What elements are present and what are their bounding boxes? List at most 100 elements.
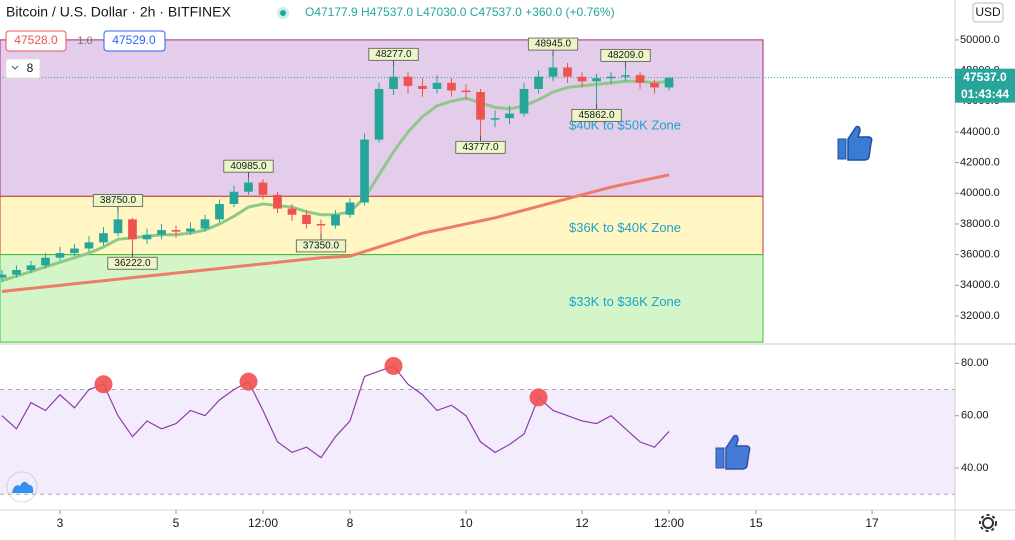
annotation-box xyxy=(368,47,419,61)
candle-body xyxy=(99,233,108,243)
candle-body xyxy=(157,230,166,235)
annotation-box xyxy=(223,159,274,173)
x-tick-label: 3 xyxy=(57,516,64,530)
last-price-label: 47537.0 xyxy=(963,70,1007,84)
annotation-box xyxy=(527,37,579,51)
annotation-label: 38750.0 xyxy=(100,195,137,206)
y-tick-label: 40000.0 xyxy=(960,187,1000,199)
indicator-toggle[interactable] xyxy=(5,58,41,79)
rsi-line xyxy=(1,365,670,459)
candle-body xyxy=(519,88,529,114)
annotation-label: 37350.0 xyxy=(303,241,340,252)
annotation-label: 45862.0 xyxy=(578,110,615,121)
last-price-tag xyxy=(955,68,1015,103)
spread: 1.0 xyxy=(77,35,92,47)
buy-price: 47529.0 xyxy=(112,33,156,47)
plot-area: $40K to $50K Zone$36K to $40K Zone$33K t… xyxy=(0,37,955,343)
candle-body xyxy=(113,219,123,234)
rsi-marker xyxy=(94,375,113,394)
candle-body xyxy=(389,76,398,89)
thumbs-up-icon xyxy=(837,125,873,161)
candle-body xyxy=(490,118,500,120)
candle-body xyxy=(171,230,181,232)
ohlc-text: O47177.9 H47537.0 L47030.0 C47537.0 +360… xyxy=(305,5,615,19)
annotation-box xyxy=(107,256,158,270)
chevron xyxy=(11,65,19,70)
candle-body xyxy=(316,223,326,226)
zone-label: $36K to $40K Zone xyxy=(569,220,681,235)
countdown-label: 01:43:44 xyxy=(961,87,1009,101)
rsi-marker xyxy=(384,356,403,375)
tradingview-logo[interactable] xyxy=(6,471,38,503)
candle-body xyxy=(635,75,645,83)
candle-body xyxy=(142,234,152,240)
candle-body xyxy=(244,182,253,192)
y-tick-label: 36000.0 xyxy=(960,249,1000,261)
currency: USD xyxy=(975,5,1001,19)
candle-body xyxy=(302,214,311,224)
y-tick-label: 44000.0 xyxy=(960,126,1000,138)
y-tick-label: 34000.0 xyxy=(960,279,1000,291)
candle-body xyxy=(650,82,659,88)
sell-button[interactable] xyxy=(5,30,67,52)
annotation-label: 40985.0 xyxy=(230,161,267,172)
candle-body xyxy=(534,76,543,89)
y-tick-label: 32000.0 xyxy=(960,310,1000,322)
candle-body xyxy=(505,113,514,119)
rsi-band xyxy=(0,389,955,495)
x-tick-label: 12:00 xyxy=(248,516,278,530)
x-tick-label: 5 xyxy=(173,516,180,530)
annotation-label: 36222.0 xyxy=(114,258,151,269)
indicator-count: 8 xyxy=(27,61,34,75)
candle-body xyxy=(331,214,340,226)
annotation-box xyxy=(571,108,622,122)
y-tick-label: 42000.0 xyxy=(960,157,1000,169)
candle-body xyxy=(374,88,384,140)
x-tick-label: 12 xyxy=(575,516,589,530)
rsi-marker xyxy=(239,372,258,391)
candle-body xyxy=(664,77,674,88)
candle-body xyxy=(200,219,210,229)
moving-average xyxy=(1,173,670,293)
x-tick-label: 17 xyxy=(865,516,879,530)
settings-gear[interactable] xyxy=(979,514,997,532)
x-tick-label: 15 xyxy=(749,516,763,530)
annotation-box xyxy=(600,48,651,62)
candle-body xyxy=(84,242,94,249)
annotation-label: 48277.0 xyxy=(375,49,412,60)
annotation-box xyxy=(455,140,506,154)
candle-body xyxy=(606,76,616,79)
candle-body xyxy=(273,194,282,209)
candle-body xyxy=(418,85,427,89)
annotation-box xyxy=(92,194,144,207)
buy-button[interactable] xyxy=(103,30,166,52)
candle-body xyxy=(186,228,195,232)
candle-body xyxy=(70,248,79,254)
candle-body xyxy=(128,219,137,240)
candle-body xyxy=(55,253,65,258)
currency-badge[interactable] xyxy=(972,2,1004,23)
x-tick-label: 12:00 xyxy=(654,516,684,530)
candle-body xyxy=(577,76,587,82)
candle-body xyxy=(287,208,297,215)
candle-body xyxy=(345,202,355,215)
candle-body xyxy=(621,75,630,77)
candle-body xyxy=(432,82,442,89)
rsi-y-tick-label: 80.00 xyxy=(961,357,989,369)
rsi-marker xyxy=(529,388,548,407)
candle-body xyxy=(447,82,456,91)
zone-label: $33K to $36K Zone xyxy=(569,294,681,309)
candle-body xyxy=(360,139,369,203)
candle-body xyxy=(592,78,601,82)
rsi-y-tick-label: 60.00 xyxy=(961,410,989,422)
thumbs-up-icon xyxy=(715,434,751,470)
candle-body xyxy=(215,204,224,220)
x-tick-label: 8 xyxy=(347,516,354,530)
annotation-label: 48209.0 xyxy=(607,50,644,61)
candle-body xyxy=(41,257,50,266)
y-tick-label: 50000.0 xyxy=(960,34,1000,46)
candle-body xyxy=(0,274,7,278)
rsi-y-tick-label: 40.00 xyxy=(961,462,989,474)
candle-body xyxy=(548,67,558,77)
